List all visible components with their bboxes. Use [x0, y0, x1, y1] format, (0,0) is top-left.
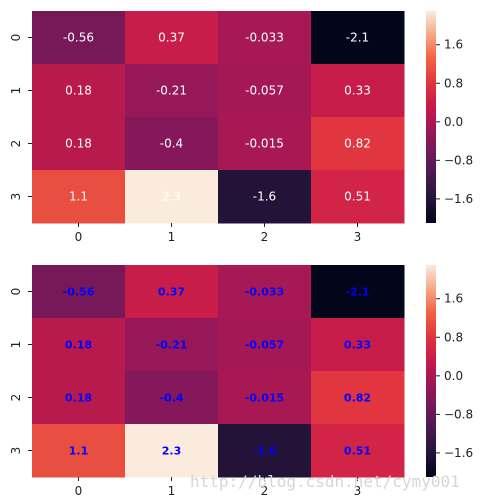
heatmap-cell-r3-c0	[32, 424, 126, 478]
cell-value-label-r0-c1: 0.37	[158, 286, 185, 299]
cell-value-label-r0-c3: -2.1	[345, 286, 369, 299]
heatmap-cell-r2-c0	[32, 117, 126, 171]
cell-value-label-r0-c3: -2.1	[346, 31, 369, 45]
x-tick-label-1: 1	[168, 484, 176, 498]
y-tick-label-2: 2	[9, 394, 23, 402]
cell-value-label-r2-c3: 0.82	[344, 392, 371, 405]
cell-value-label-r2-c2: -0.015	[245, 137, 284, 151]
heatmap-cell-r3-c2	[218, 170, 312, 224]
watermark-text: http://blog.csdn.net/cymy001	[190, 472, 460, 491]
colorbar	[426, 11, 436, 223]
heatmap-cell-r3-c1	[125, 424, 219, 478]
heatmap-cell-r1-c3	[311, 64, 405, 118]
heatmap-cell-r0-c3	[311, 11, 405, 65]
colorbar-tick-label-4: 1.6	[444, 38, 463, 52]
colorbar-tick-label-3: 0.8	[444, 330, 463, 344]
cell-value-label-r0-c2: -0.033	[245, 31, 284, 45]
x-tick-label-0: 0	[75, 484, 83, 498]
heatmap-cell-r2-c2	[218, 117, 312, 171]
heatmap-cell-r2-c3	[311, 371, 405, 425]
cell-value-label-r2-c0: 0.18	[65, 137, 92, 151]
y-tick-label-0: 0	[9, 34, 23, 42]
cell-value-label-r1-c2: -0.057	[245, 84, 284, 98]
cell-value-label-r3-c3: 0.51	[344, 445, 371, 458]
colorbar	[426, 265, 436, 477]
heatmap-cell-r0-c0	[32, 11, 126, 65]
heatmap-cell-r2-c1	[125, 117, 219, 171]
heatmap-cell-r0-c2	[218, 11, 312, 65]
cell-value-label-r3-c2: -1.6	[252, 445, 276, 458]
cell-value-label-r2-c1: -0.4	[159, 392, 183, 405]
cell-value-label-r2-c1: -0.4	[160, 137, 183, 151]
heatmap-cell-r1-c3	[311, 318, 405, 372]
cell-value-label-r1-c0: 0.18	[65, 339, 92, 352]
colorbar-tick-label-2: 0.0	[444, 115, 463, 129]
x-tick-label-2: 2	[261, 230, 269, 244]
heatmap-cell-r0-c0	[32, 265, 126, 319]
heatmap-cell-r1-c1	[125, 318, 219, 372]
colorbar-tick-label-0: −1.6	[444, 446, 473, 460]
cell-value-label-r1-c1: -0.21	[156, 339, 188, 352]
cell-value-label-r1-c3: 0.33	[344, 339, 371, 352]
heatmap-cell-r3-c3	[311, 424, 405, 478]
x-tick-label-3: 3	[354, 230, 362, 244]
colorbar-tick-label-2: 0.0	[444, 369, 463, 383]
colorbar-tick-label-1: −0.8	[444, 153, 473, 167]
cell-value-label-r0-c1: 0.37	[158, 31, 185, 45]
cell-value-label-r3-c3: 0.51	[344, 190, 371, 204]
heatmap-cell-r1-c2	[218, 318, 312, 372]
heatmap-cell-r1-c0	[32, 318, 126, 372]
x-tick-label-1: 1	[168, 230, 176, 244]
cell-value-label-r2-c3: 0.82	[344, 137, 371, 151]
heatmap-top: -0.56 0.37 -0.033 -2.1 0.18 -0.21 -0.057 0.33 0.…	[9, 11, 473, 244]
y-tick-label-0: 0	[9, 288, 23, 296]
x-tick-label-2: 2	[261, 484, 269, 498]
cell-value-label-r1-c1: -0.21	[156, 84, 187, 98]
cell-value-label-r0-c2: -0.033	[245, 286, 284, 299]
cell-value-label-r0-c0: -0.56	[63, 31, 94, 45]
cell-value-label-r1-c0: 0.18	[65, 84, 92, 98]
colorbar-tick-label-0: −1.6	[444, 192, 473, 206]
heatmap-cell-r1-c2	[218, 64, 312, 118]
cell-value-label-r3-c0: 1.1	[69, 445, 89, 458]
heatmap-cell-r0-c3	[311, 265, 405, 319]
colorbar-tick-label-4: 1.6	[444, 292, 463, 306]
heatmap-bottom: -0.56 0.37 -0.033 -2.1 0.18 -0.21 -0.057 0.33 0.…	[9, 265, 473, 498]
heatmap-cell-r0-c1	[125, 265, 219, 319]
heatmap-cell-r0-c1	[125, 11, 219, 65]
heatmap-cell-r1-c0	[32, 64, 126, 118]
heatmap-cell-r2-c1	[125, 371, 219, 425]
heatmap-cell-r3-c0	[32, 170, 126, 224]
colorbar-tick-label-1: −0.8	[444, 407, 473, 421]
y-tick-label-1: 1	[9, 87, 23, 95]
heatmap-cell-r1-c1	[125, 64, 219, 118]
y-tick-label-3: 3	[9, 447, 23, 455]
y-tick-label-1: 1	[9, 341, 23, 349]
cell-value-label-r0-c0: -0.56	[63, 286, 95, 299]
cell-value-label-r1-c2: -0.057	[245, 339, 284, 352]
heatmap-cell-r2-c0	[32, 371, 126, 425]
heatmap-cell-r3-c1	[125, 170, 219, 224]
y-tick-label-3: 3	[9, 193, 23, 201]
cell-value-label-r3-c1: 2.3	[162, 190, 181, 204]
heatmap-cell-r3-c2	[218, 424, 312, 478]
cell-value-label-r3-c0: 1.1	[69, 190, 88, 204]
heatmap-cell-r0-c2	[218, 265, 312, 319]
cell-value-label-r3-c2: -1.6	[253, 190, 276, 204]
cell-value-label-r3-c1: 2.3	[162, 445, 182, 458]
x-tick-label-0: 0	[75, 230, 83, 244]
cell-value-label-r2-c0: 0.18	[65, 392, 92, 405]
y-tick-label-2: 2	[9, 140, 23, 148]
cell-value-label-r1-c3: 0.33	[344, 84, 371, 98]
cell-value-label-r2-c2: -0.015	[245, 392, 284, 405]
colorbar-tick-label-3: 0.8	[444, 76, 463, 90]
x-tick-label-3: 3	[354, 484, 362, 498]
heatmap-cell-r2-c2	[218, 371, 312, 425]
heatmap-cell-r2-c3	[311, 117, 405, 171]
heatmap-cell-r3-c3	[311, 170, 405, 224]
